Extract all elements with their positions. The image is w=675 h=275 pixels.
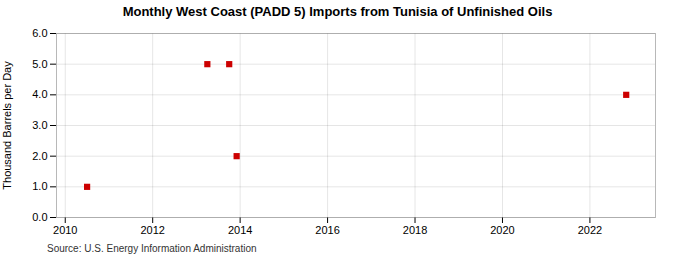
svg-text:1.0: 1.0 [32, 180, 47, 192]
svg-text:5.0: 5.0 [32, 58, 47, 70]
svg-text:2012: 2012 [140, 224, 164, 236]
svg-text:6.0: 6.0 [32, 27, 47, 39]
svg-text:2020: 2020 [490, 224, 514, 236]
svg-text:2.0: 2.0 [32, 150, 47, 162]
svg-text:3.0: 3.0 [32, 119, 47, 131]
svg-text:4.0: 4.0 [32, 88, 47, 100]
html-text:Source: U.S. Energy Informatio: Source: U.S. Energy Information Administ… [47, 243, 257, 254]
svg-text:2022: 2022 [578, 224, 602, 236]
html-text:Monthly West Coast (PADD 5) Im: Monthly West Coast (PADD 5) Imports from… [122, 4, 553, 19]
svg-text:Thousand Barrels per Day: Thousand Barrels per Day [1, 61, 13, 190]
svg-text:2010: 2010 [53, 224, 77, 236]
svg-text:2014: 2014 [228, 224, 252, 236]
svg-text:0.0: 0.0 [32, 211, 47, 223]
svg-text:2016: 2016 [315, 224, 339, 236]
svg-text:2018: 2018 [403, 224, 427, 236]
